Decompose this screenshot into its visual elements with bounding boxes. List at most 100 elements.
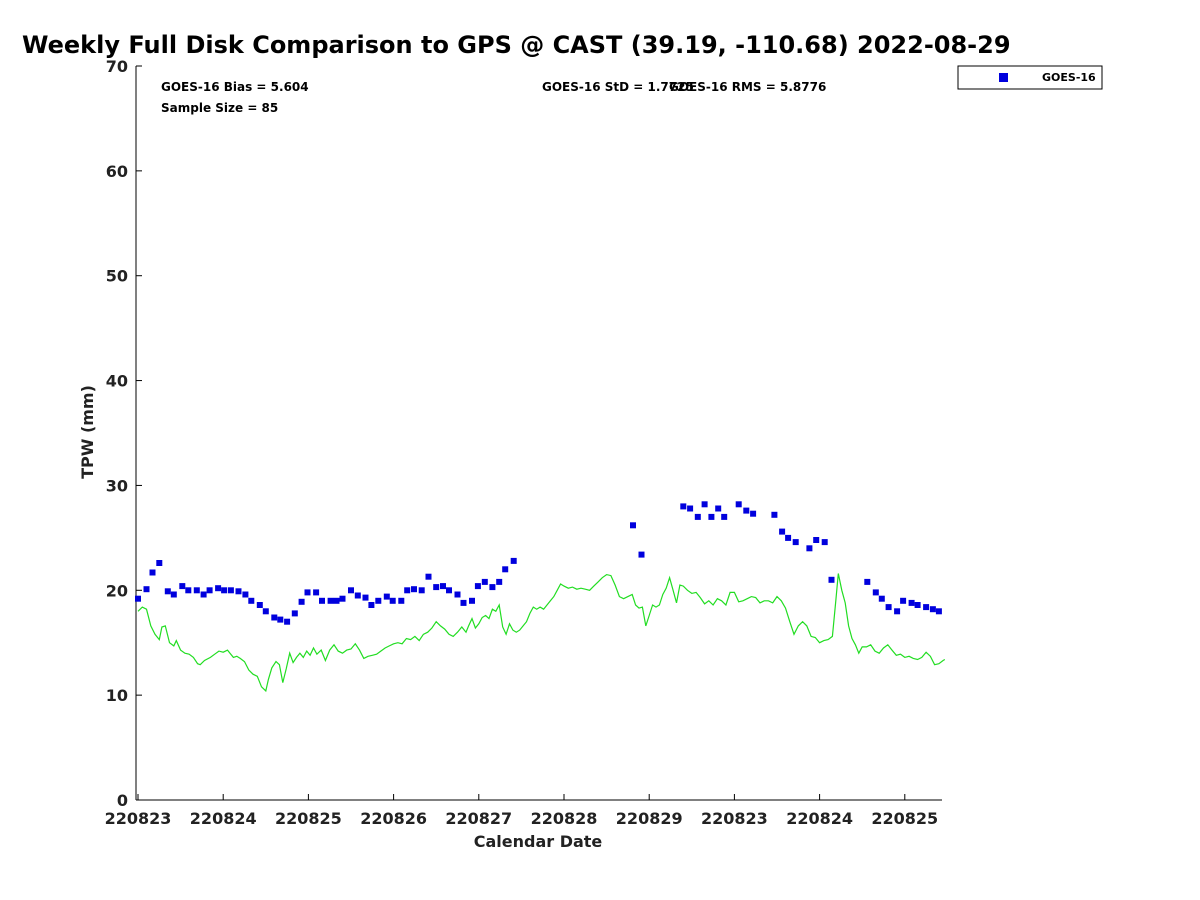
x-tick-label: 220825 <box>871 809 938 828</box>
goes-data-point <box>200 591 207 598</box>
goes-data-point <box>215 585 222 592</box>
goes-data-point <box>368 602 375 608</box>
goes-data-point <box>256 602 263 608</box>
goes-data-point <box>149 569 156 576</box>
goes-data-point <box>694 513 701 520</box>
goes-data-point <box>339 595 346 602</box>
x-tick-label: 220823 <box>105 809 172 828</box>
goes-data-point <box>446 587 452 594</box>
x-axis-label: Calendar Date <box>474 832 603 851</box>
goes-data-point <box>935 608 942 615</box>
y-ticks: 0 10 20 30 40 50 60 70 <box>106 57 142 810</box>
y-tick-label: 20 <box>106 581 128 600</box>
x-tick-label: 220829 <box>616 809 683 828</box>
goes-data-point <box>262 608 269 615</box>
y-tick-label: 40 <box>106 372 128 391</box>
goes-data-point <box>242 591 249 598</box>
goes-series <box>135 501 942 625</box>
goes-data-point <box>221 587 228 594</box>
y-tick-label: 30 <box>106 476 128 495</box>
goes-data-point <box>348 587 354 594</box>
goes-data-point <box>828 576 835 583</box>
goes-data-point <box>872 589 879 596</box>
x-ticks: 220823 220824 220825 220826 220827 220828 2208… <box>105 794 938 828</box>
goes-data-point <box>715 505 722 512</box>
legend: GOES-16 <box>957 65 1103 90</box>
goes-data-point <box>821 539 828 546</box>
goes-data-point <box>440 583 446 590</box>
goes-data-point <box>277 616 284 623</box>
goes-data-point <box>291 610 298 617</box>
goes-data-point <box>227 587 234 594</box>
goes-data-point <box>271 614 278 621</box>
goes-data-point <box>721 513 728 520</box>
goes-data-point <box>383 593 390 600</box>
goes-data-point <box>398 597 405 604</box>
goes-data-point <box>469 597 475 604</box>
goes-data-point <box>914 602 921 608</box>
y-tick-label: 0 <box>117 791 128 810</box>
x-tick-label: 220824 <box>786 809 853 828</box>
goes-data-point <box>327 597 334 604</box>
y-tick-label: 60 <box>106 162 128 181</box>
x-tick-label: 220826 <box>360 809 427 828</box>
goes-data-point <box>630 522 636 529</box>
bias-annotation: GOES-16 Bias = 5.604 <box>161 80 309 94</box>
goes-data-point <box>362 594 369 601</box>
goes-data-point <box>638 551 645 558</box>
goes-data-point <box>304 589 311 596</box>
goes-data-point <box>193 587 200 594</box>
goes-data-point <box>750 510 757 517</box>
goes-data-point <box>206 587 213 594</box>
goes-data-point <box>389 597 396 604</box>
goes-data-point <box>319 597 325 604</box>
goes-data-point <box>785 534 792 541</box>
goes-data-point <box>496 578 503 585</box>
goes-data-point <box>313 589 320 596</box>
goes-data-point <box>813 537 820 543</box>
goes-data-point <box>908 599 915 606</box>
goes-data-point <box>454 591 461 598</box>
goes-data-point <box>779 528 786 535</box>
goes-data-point <box>333 597 340 604</box>
goes-data-point <box>170 591 177 598</box>
x-tick-label: 220824 <box>190 809 257 828</box>
goes-data-point <box>235 588 242 595</box>
goes-data-point <box>474 583 481 590</box>
goes-data-point <box>375 597 382 604</box>
gps-series <box>137 573 946 693</box>
goes-data-point <box>404 587 411 594</box>
goes-data-point <box>708 513 715 520</box>
goes-data-point <box>433 584 440 591</box>
goes-data-point <box>354 592 361 599</box>
y-tick-label: 70 <box>106 57 128 76</box>
goes-data-point <box>502 566 509 573</box>
legend-marker-goes <box>999 73 1008 82</box>
sample-size-annotation: Sample Size = 85 <box>161 101 278 115</box>
x-tick-label: 220827 <box>445 809 512 828</box>
axes <box>135 66 942 801</box>
goes-data-point <box>284 618 291 625</box>
goes-data-point <box>248 597 255 604</box>
x-tick-label: 220828 <box>531 809 598 828</box>
rms-annotation: GOES-16 RMS = 5.8776 <box>669 80 826 94</box>
goes-data-point <box>460 599 467 606</box>
y-tick-label: 50 <box>106 267 128 286</box>
goes-data-point <box>743 507 750 514</box>
goes-data-point <box>806 545 813 552</box>
goes-data-point <box>481 578 488 585</box>
goes-data-point <box>701 501 708 508</box>
goes-data-point <box>179 583 186 590</box>
x-tick-label: 220823 <box>701 809 768 828</box>
goes-data-point <box>411 586 417 593</box>
goes-data-point <box>687 505 694 512</box>
goes-data-point <box>185 587 192 594</box>
goes-data-point <box>735 501 742 508</box>
goes-data-point <box>792 539 799 546</box>
goes-data-point <box>156 560 163 566</box>
chart-title: Weekly Full Disk Comparison to GPS @ CAS… <box>22 31 1011 59</box>
legend-label-goes: GOES-16 <box>1042 71 1096 84</box>
y-axis-label: TPW (mm) <box>78 385 97 479</box>
std-annotation: GOES-16 StD = 1.7725 <box>542 80 694 94</box>
